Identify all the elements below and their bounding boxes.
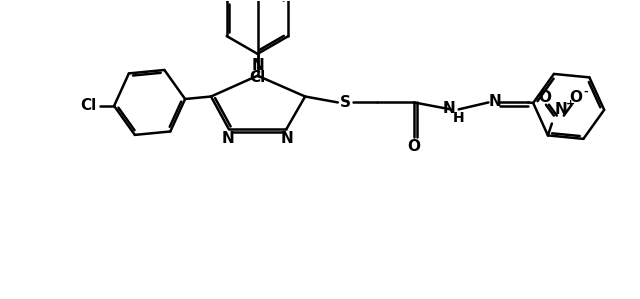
Text: +: + bbox=[566, 99, 575, 109]
Text: N: N bbox=[252, 58, 264, 73]
Text: Cl: Cl bbox=[80, 98, 97, 113]
Text: N: N bbox=[221, 131, 234, 146]
Text: O: O bbox=[538, 90, 552, 105]
Text: N: N bbox=[442, 101, 455, 116]
Text: -: - bbox=[583, 87, 588, 97]
Text: N: N bbox=[489, 94, 502, 109]
Text: Cl: Cl bbox=[250, 70, 266, 85]
Text: N: N bbox=[281, 131, 294, 146]
Text: O: O bbox=[408, 138, 420, 153]
Text: S: S bbox=[340, 95, 351, 110]
Text: N: N bbox=[554, 102, 567, 117]
Text: O: O bbox=[569, 90, 582, 105]
Text: H: H bbox=[453, 111, 465, 125]
